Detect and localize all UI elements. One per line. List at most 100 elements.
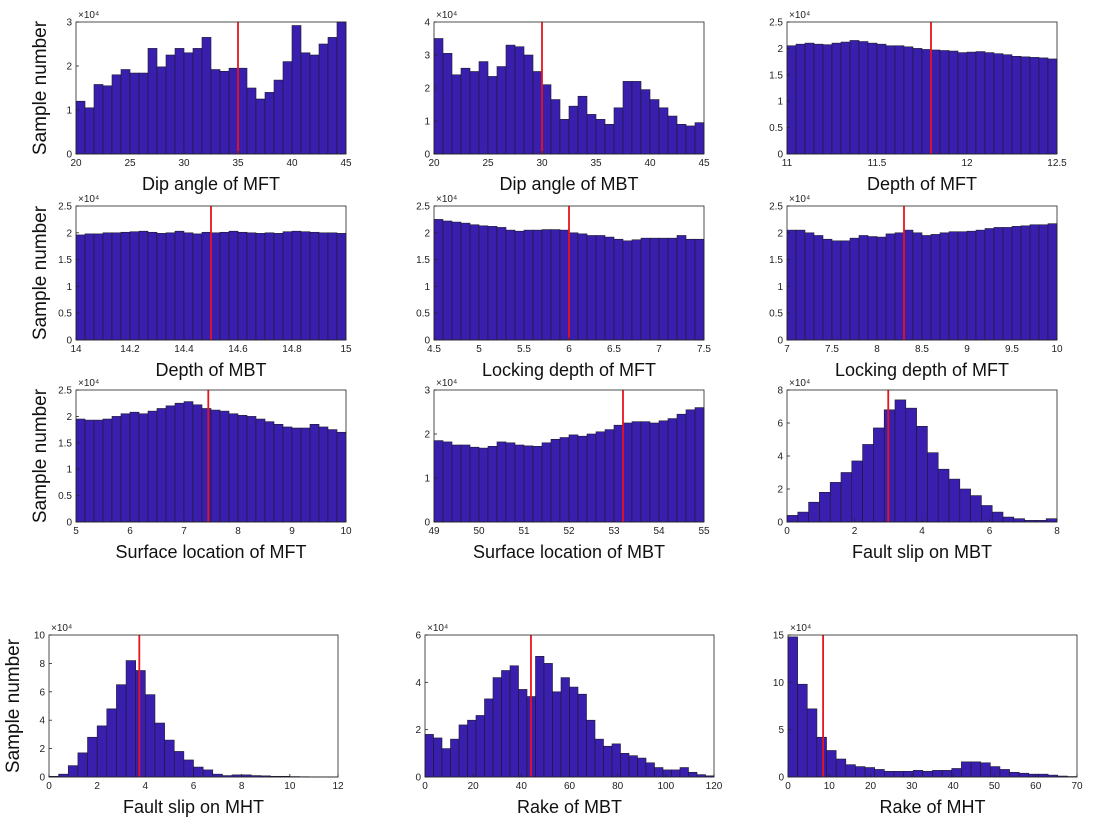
histogram-bar — [111, 74, 122, 155]
histogram-bar — [927, 452, 939, 523]
histogram-bar — [202, 769, 214, 778]
histogram-bar — [138, 72, 149, 155]
histogram-bar — [246, 232, 257, 341]
histogram-bar — [120, 231, 131, 341]
histogram-bar — [1047, 223, 1058, 341]
x-tick-label: 49 — [428, 526, 440, 537]
x-tick-label: 70 — [1071, 781, 1083, 792]
x-tick-label: 6.5 — [607, 344, 621, 355]
histogram-bar — [957, 52, 968, 155]
histogram-bar — [523, 445, 534, 523]
x-tick-label: 25 — [124, 158, 136, 169]
y-tick-label: 1 — [777, 97, 783, 108]
histogram-bar — [787, 636, 798, 778]
x-tick-label: 8 — [239, 781, 245, 792]
histogram-bar — [264, 232, 275, 341]
histogram-bar — [469, 224, 480, 341]
histogram-bar — [210, 409, 221, 523]
histogram-bar — [845, 764, 856, 778]
histogram-bar — [505, 229, 516, 341]
histogram-bar — [559, 119, 570, 155]
histogram-bar — [1029, 224, 1040, 341]
histogram-bar — [514, 46, 525, 155]
histogram-bar — [135, 670, 146, 778]
y-tick-label: 1 — [424, 117, 430, 128]
histogram-bar — [586, 235, 597, 341]
axis-exponent-label: ×10⁴ — [790, 623, 811, 634]
x-tick-label: 9 — [289, 526, 295, 537]
x-tick-label: 5 — [73, 526, 79, 537]
histogram-bar — [183, 232, 194, 341]
histogram-bar — [433, 219, 444, 341]
histogram-bar — [475, 715, 485, 778]
axis-exponent-label: ×10⁴ — [436, 10, 457, 21]
histogram-bar — [165, 232, 176, 341]
y-tick-label: 1 — [424, 474, 430, 485]
histogram-bar — [862, 444, 874, 523]
x-tick-label: 10 — [340, 526, 352, 537]
histogram-bar — [523, 54, 534, 155]
x-tick-label: 2 — [852, 526, 858, 537]
y-tick-label: 0 — [39, 773, 45, 784]
histogram-bar — [451, 221, 462, 341]
x-tick-label: 4 — [919, 526, 925, 537]
histogram-bar — [671, 769, 681, 778]
y-tick-label: 2 — [424, 228, 430, 239]
histogram-bar — [273, 79, 284, 155]
histogram-bar — [797, 511, 809, 523]
x-tick-label: 40 — [948, 781, 960, 792]
histogram-bar — [813, 235, 824, 341]
x-tick-label: 55 — [698, 526, 710, 537]
histogram-bar — [246, 87, 257, 155]
histogram-bar — [831, 240, 842, 341]
histogram-bar — [816, 736, 827, 778]
x-axis-label: Surface location of MFT — [115, 542, 306, 562]
y-tick-label: 0 — [424, 150, 430, 161]
histogram-bar — [649, 99, 660, 155]
x-tick-label: 60 — [1030, 781, 1042, 792]
histogram-bar — [613, 107, 624, 155]
y-tick-label: 4 — [424, 18, 430, 29]
histogram-bar — [595, 431, 606, 523]
histogram-bar — [433, 737, 443, 778]
histogram-bar — [469, 446, 480, 523]
y-tick-label: 5 — [778, 725, 784, 736]
x-tick-label: 5 — [476, 344, 482, 355]
x-tick-label: 53 — [608, 526, 620, 537]
histogram-bar — [102, 85, 113, 155]
histogram-bar — [87, 736, 98, 778]
histogram-bar — [849, 237, 860, 341]
histogram-bar — [999, 769, 1010, 778]
axis-exponent-label: ×10⁴ — [789, 378, 810, 389]
axis-exponent-label: ×10⁴ — [789, 194, 810, 205]
x-tick-label: 20 — [70, 158, 82, 169]
histogram-bar — [876, 236, 887, 341]
y-tick-label: 0 — [415, 773, 421, 784]
histogram-bar — [1013, 518, 1025, 523]
x-tick-label: 10 — [284, 781, 296, 792]
histogram-bar — [679, 767, 689, 778]
histogram-bar — [883, 409, 896, 523]
histogram-bar — [1020, 56, 1031, 155]
x-tick-label: 50 — [989, 781, 1001, 792]
axis-exponent-label: ×10⁴ — [436, 378, 457, 389]
histogram-bar — [930, 234, 941, 341]
histogram-bar — [451, 444, 462, 523]
histogram-bar — [939, 232, 950, 341]
histogram-bar — [1002, 54, 1013, 155]
histogram-bar — [487, 446, 498, 523]
histogram-panel-11: 0 20 40 60 80 100 120 0 2 4 6 ×10⁴ Rake of MBT — [415, 623, 722, 817]
axes-box — [75, 21, 347, 155]
histogram-bar — [595, 119, 606, 155]
histogram-bar — [858, 41, 869, 155]
x-axis-label: Depth of MBT — [155, 360, 266, 380]
histogram-bar — [532, 446, 543, 523]
x-tick-label: 60 — [564, 781, 576, 792]
histogram-bar — [894, 232, 905, 341]
histogram-bar — [183, 52, 194, 155]
histogram-bar — [460, 222, 471, 341]
histogram-bar — [532, 71, 543, 155]
histogram-bar — [822, 238, 833, 341]
histogram-bar — [667, 418, 678, 523]
